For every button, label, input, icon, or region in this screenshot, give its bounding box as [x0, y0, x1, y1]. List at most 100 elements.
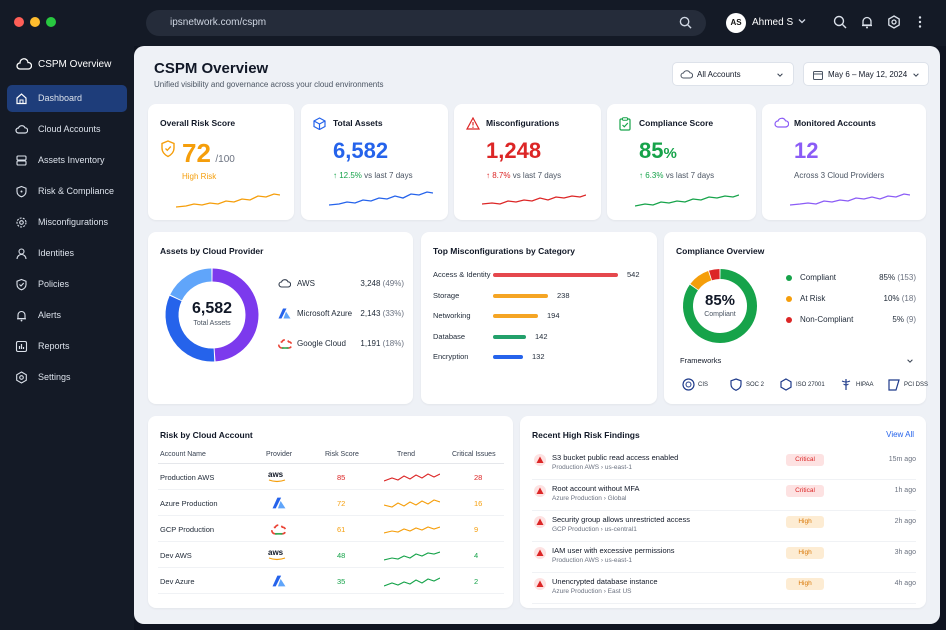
minimize-window-dot[interactable]	[30, 17, 40, 27]
alert-icon	[534, 578, 546, 590]
account-name[interactable]: GCP Production	[160, 525, 215, 534]
sidebar-item-settings[interactable]: Settings	[7, 364, 127, 391]
table-row[interactable]: Dev Azure 35 2	[158, 568, 504, 594]
close-window-dot[interactable]	[14, 17, 24, 27]
kpi-monitored-accounts-card[interactable]: Monitored Accounts 12 Across 3 Cloud Pro…	[762, 104, 926, 220]
table-row[interactable]: GCP Production 61 9	[158, 516, 504, 542]
risk-trend-sparkline	[176, 193, 280, 208]
sidebar-item-risk-compliance[interactable]: Risk & Compliance	[7, 178, 127, 205]
finding-title[interactable]: IAM user with excessive permissions	[552, 546, 675, 555]
account-name[interactable]: Dev AWS	[160, 551, 192, 560]
cloud-icon	[16, 58, 32, 70]
finding-region: East US	[607, 588, 632, 595]
category-bar[interactable]	[493, 355, 523, 359]
kpi-misconfigurations-card[interactable]: Misconfigurations 1,248 ↑ 8.7% vs last 7…	[454, 104, 601, 220]
table-row[interactable]: Production AWS aws 85 28	[158, 464, 504, 490]
finding-title[interactable]: Unencrypted database instance	[552, 577, 658, 586]
category-label: Database	[433, 331, 466, 341]
finding-item[interactable]: Unencrypted database instance Azure Produ…	[532, 573, 916, 604]
kpi-total-assets-card[interactable]: Total Assets 6,582 ↑ 12.5% vs last 7 day…	[301, 104, 448, 220]
chevron-down-icon[interactable]	[797, 16, 807, 26]
date-range-picker[interactable]: May 6 – May 12, 2024	[803, 62, 929, 86]
date-range-value: May 6 – May 12, 2024	[828, 70, 908, 79]
address-bar[interactable]: ipsnetwork.com/cspm	[146, 10, 706, 36]
compliance-donut-center: 85% Compliant	[678, 292, 762, 318]
donut-segment-1[interactable]	[165, 295, 215, 362]
donut-segment-2[interactable]	[709, 269, 720, 281]
column-header-risk-score[interactable]: Risk Score	[325, 451, 359, 458]
donut-segment-0[interactable]	[212, 268, 259, 362]
search-icon[interactable]	[833, 15, 847, 29]
provider-name: Microsoft Azure	[297, 309, 353, 318]
provider-donut-segments	[165, 268, 259, 362]
donut-segment-0[interactable]	[683, 269, 757, 343]
donut-segment-1[interactable]	[690, 270, 712, 291]
sidebar-item-dashboard[interactable]: Dashboard	[7, 85, 127, 112]
severity-badge: Critical	[786, 454, 824, 466]
framework-iso-27001[interactable]: ISO 27001	[796, 382, 825, 388]
url-text[interactable]: ipsnetwork.com/cspm	[170, 17, 267, 28]
accounts-select[interactable]: All Accounts	[672, 62, 794, 86]
finding-title[interactable]: Security group allows unrestricted acces…	[552, 515, 690, 524]
category-bar[interactable]	[493, 334, 526, 339]
account-name[interactable]: Dev Azure	[160, 577, 195, 586]
sidebar-item-reports[interactable]: Reports	[7, 333, 127, 360]
arrow-up-icon: ↑	[486, 171, 490, 180]
user-name[interactable]: Ahmed S	[752, 17, 794, 28]
sidebar-item-policies[interactable]: Policies	[7, 271, 127, 298]
sidebar-item-assets-inventory[interactable]: Assets Inventory	[7, 147, 127, 174]
framework-soc2[interactable]: SOC 2	[746, 382, 765, 388]
finding-item[interactable]: IAM user with excessive permissions Produ…	[532, 542, 916, 573]
account-name[interactable]: Azure Production	[160, 499, 218, 508]
view-all-link[interactable]: View All	[886, 430, 914, 439]
compliance-overview-card: Compliance Overview 85% Compliant Compli…	[664, 232, 929, 404]
more-options-icon[interactable]	[917, 15, 923, 29]
framework-pci-dss[interactable]: PCI DSS	[904, 382, 929, 388]
search-icon[interactable]	[679, 16, 692, 29]
finding-region: us-east-1	[604, 557, 632, 564]
sidebar-item-misconfigurations[interactable]: Misconfigurations	[7, 209, 127, 236]
kpi-title: Compliance Score	[639, 118, 714, 128]
chevron-right-icon: ›	[603, 588, 606, 595]
finding-title[interactable]: Root account without MFA	[552, 484, 640, 493]
bell-icon[interactable]	[860, 15, 874, 29]
gear-icon[interactable]	[887, 15, 901, 29]
finding-time: 15m ago	[888, 456, 916, 463]
frameworks-toggle[interactable]: Frameworks	[680, 356, 914, 368]
column-header-account-name[interactable]: Account Name	[160, 451, 206, 458]
pci-flag-icon	[888, 379, 900, 391]
status-count: (9)	[906, 315, 916, 324]
column-header-critical-issues[interactable]: Critical Issues	[452, 451, 496, 458]
category-bar[interactable]	[493, 273, 618, 277]
maximize-window-dot[interactable]	[46, 17, 56, 27]
sidebar-item-alerts[interactable]: Alerts	[7, 302, 127, 329]
column-header-provider[interactable]: Provider	[266, 451, 293, 458]
total-assets-value: 6,582	[333, 138, 389, 163]
finding-item[interactable]: S3 bucket public read access enabled Prod…	[532, 449, 916, 480]
finding-source: Azure Production › Global	[552, 495, 626, 502]
donut-segment-2[interactable]	[170, 268, 212, 301]
framework-hipaa[interactable]: HIPAA	[856, 382, 874, 388]
compliance-score-unit: %	[663, 145, 677, 162]
cloud-icon	[774, 117, 789, 128]
kpi-compliance-score-card[interactable]: Compliance Score 85% ↑ 6.3% vs last 7 da…	[607, 104, 756, 220]
category-bar[interactable]	[493, 314, 538, 318]
sidebar-item-cloud-accounts[interactable]: Cloud Accounts	[7, 116, 127, 143]
avatar[interactable]: AS	[726, 13, 746, 33]
table-row[interactable]: Azure Production 72 16	[158, 490, 504, 516]
finding-source: Azure Production › East US	[552, 588, 632, 595]
finding-title[interactable]: S3 bucket public read access enabled	[552, 453, 679, 462]
account-name[interactable]: Production AWS	[160, 473, 215, 482]
status-pct: 5%	[892, 315, 904, 324]
sidebar-item-identities[interactable]: Identities	[7, 240, 127, 267]
finding-item[interactable]: Root account without MFA Azure Production…	[532, 480, 916, 511]
category-bar[interactable]	[493, 293, 548, 298]
sidebar-item-label: Misconfigurations	[38, 217, 109, 227]
table-row[interactable]: Dev AWS aws 48 4	[158, 542, 504, 568]
kpi-risk-score-card[interactable]: Overall Risk Score 72 /100 High Risk	[148, 104, 294, 220]
change-value: 12.5%	[339, 171, 362, 180]
accounts-trend-sparkline	[790, 193, 910, 206]
finding-item[interactable]: Security group allows unrestricted acces…	[532, 511, 916, 542]
column-header-trend[interactable]: Trend	[397, 451, 416, 458]
framework-cis[interactable]: CIS	[698, 382, 709, 388]
